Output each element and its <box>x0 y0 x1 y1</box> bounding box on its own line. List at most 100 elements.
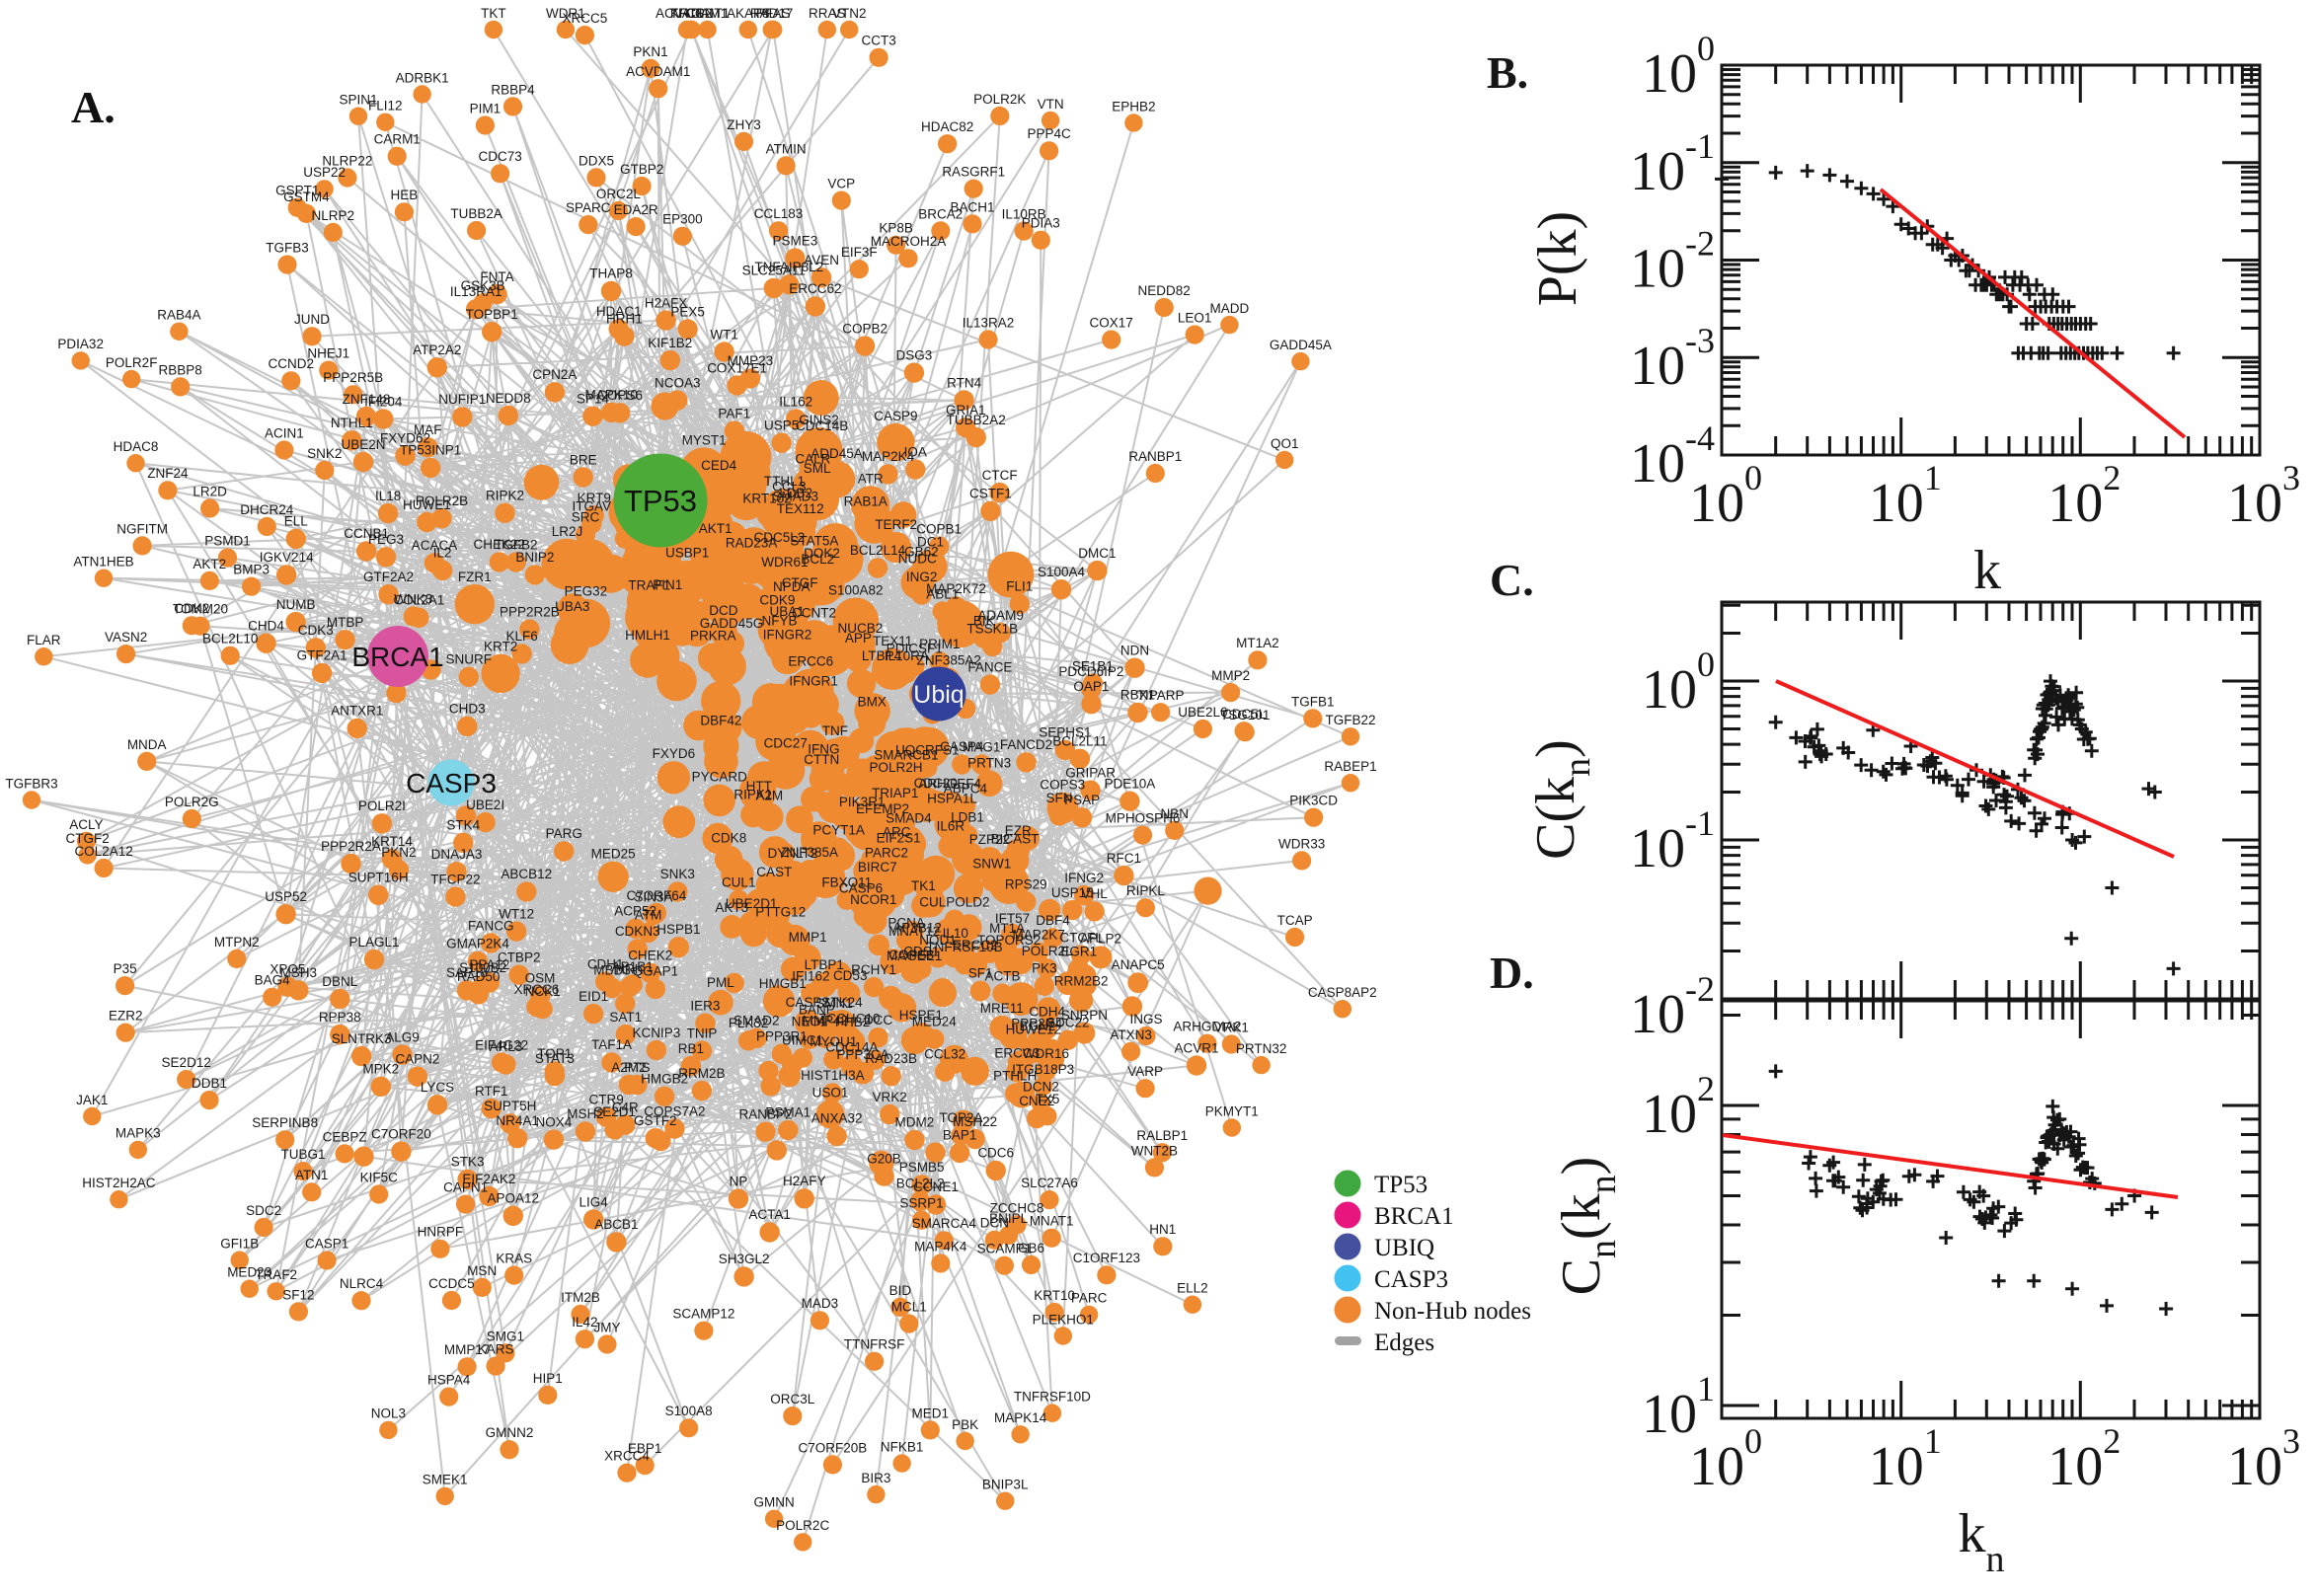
svg-text:PTHLH: PTHLH <box>993 1069 1037 1084</box>
svg-text:LR2J: LR2J <box>552 524 583 539</box>
svg-text:UBE2N: UBE2N <box>341 437 385 452</box>
svg-text:BRCA1: BRCA1 <box>1374 1203 1454 1230</box>
svg-text:IL10RB: IL10RB <box>1002 207 1046 222</box>
svg-text:PCNA: PCNA <box>888 916 925 931</box>
svg-text:AP3B12: AP3B12 <box>892 921 942 936</box>
svg-text:EIF3F: EIF3F <box>841 245 878 260</box>
svg-text:PZP22: PZP22 <box>969 832 1010 847</box>
svg-text:MT1A: MT1A <box>989 921 1025 936</box>
svg-text:UBE2D1: UBE2D1 <box>726 896 778 911</box>
svg-text:CDC5L: CDC5L <box>1222 707 1267 722</box>
svg-text:PARC2: PARC2 <box>865 845 908 860</box>
svg-text:SERPINB8: SERPINB8 <box>252 1115 318 1130</box>
svg-text:CDC20: CDC20 <box>914 776 958 791</box>
svg-text:NCOA3: NCOA3 <box>655 375 701 390</box>
svg-text:KRT10: KRT10 <box>1034 1288 1075 1303</box>
svg-text:VHL: VHL <box>1081 886 1108 901</box>
svg-text:TOPORS2: TOPORS2 <box>977 933 1041 948</box>
svg-text:GINS2: GINS2 <box>799 413 839 427</box>
svg-text:NPDA: NPDA <box>773 579 811 594</box>
svg-text:CDC73: CDC73 <box>478 149 521 164</box>
svg-text:TTNFRSF: TTNFRSF <box>844 1337 905 1352</box>
svg-text:MYOU1: MYOU1 <box>810 1034 857 1049</box>
svg-text:HSPA4: HSPA4 <box>427 1373 471 1388</box>
svg-text:TEX11: TEX11 <box>873 634 912 648</box>
svg-text:PRIM1: PRIM1 <box>919 637 960 651</box>
svg-text:BCL2L14: BCL2L14 <box>850 543 906 558</box>
svg-text:PEG32: PEG32 <box>565 584 608 599</box>
svg-text:PKMYT1: PKMYT1 <box>1205 1103 1259 1118</box>
svg-text:CCL3: CCL3 <box>772 480 807 494</box>
svg-text:RB1: RB1 <box>678 1041 704 1056</box>
svg-text:ACACA: ACACA <box>412 538 458 553</box>
svg-text:ZCCHC10: ZCCHC10 <box>818 1011 880 1026</box>
svg-text:DCN: DCN <box>980 1216 1009 1231</box>
svg-text:CNE2: CNE2 <box>1019 1094 1054 1108</box>
svg-text:ELL: ELL <box>284 514 309 529</box>
svg-text:KIF1B2: KIF1B2 <box>648 336 692 350</box>
svg-text:H2AFY: H2AFY <box>783 1174 826 1188</box>
svg-text:IL18: IL18 <box>375 489 401 503</box>
svg-text:NHEJ1: NHEJ1 <box>307 346 349 361</box>
svg-text:ERCC6: ERCC6 <box>788 654 833 669</box>
svg-text:HRK: HRK <box>615 962 644 977</box>
svg-text:TRAF1: TRAF1 <box>628 578 670 593</box>
svg-text:OAP1: OAP1 <box>1073 679 1109 694</box>
svg-text:SPIN1: SPIN1 <box>339 93 377 108</box>
svg-text:S100A4: S100A4 <box>1038 565 1086 579</box>
svg-text:POLR2F: POLR2F <box>106 355 158 370</box>
svg-text:NEDD82: NEDD82 <box>1138 283 1191 298</box>
svg-text:GADD45G: GADD45G <box>700 616 764 631</box>
svg-text:H2AFX: H2AFX <box>645 295 688 310</box>
svg-text:BCL2L2: BCL2L2 <box>896 1177 945 1191</box>
svg-text:ANAPC5: ANAPC5 <box>1112 957 1165 972</box>
svg-text:DDB1: DDB1 <box>192 1076 227 1091</box>
svg-text:BGN2: BGN2 <box>1020 1019 1056 1033</box>
svg-text:AKT3: AKT3 <box>715 900 748 915</box>
svg-text:EFEMP2: EFEMP2 <box>856 801 909 816</box>
svg-text:CASP2: CASP2 <box>786 995 829 1010</box>
svg-text:ABCB1: ABCB1 <box>594 1217 638 1232</box>
svg-text:PLEKHO1: PLEKHO1 <box>1033 1312 1094 1327</box>
svg-text:LIG4: LIG4 <box>579 1194 609 1209</box>
svg-text:A2M2: A2M2 <box>611 1060 646 1075</box>
svg-text:WT12: WT12 <box>499 906 534 921</box>
svg-text:MAP2K7: MAP2K7 <box>1012 928 1064 943</box>
svg-text:NP: NP <box>730 1174 748 1188</box>
svg-text:HTT: HTT <box>746 779 772 794</box>
svg-text:NCK1: NCK1 <box>525 984 561 999</box>
svg-text:UBE2L6: UBE2L6 <box>1178 705 1227 720</box>
svg-text:RTF1: RTF1 <box>475 1084 508 1099</box>
svg-text:NEDD8: NEDD8 <box>486 391 531 406</box>
svg-text:SF12: SF12 <box>282 1287 314 1302</box>
svg-text:PPP2R5B: PPP2R5B <box>323 370 383 385</box>
svg-text:CTCF: CTCF <box>982 468 1018 483</box>
svg-text:GMNN2: GMNN2 <box>486 1425 534 1440</box>
svg-text:USBP1: USBP1 <box>665 546 709 561</box>
svg-text:GRIPAR: GRIPAR <box>1065 766 1116 781</box>
svg-text:STAT5A: STAT5A <box>790 534 838 549</box>
svg-text:IL42: IL42 <box>572 1315 597 1330</box>
svg-text:HEB: HEB <box>391 188 419 202</box>
svg-text:A.: A. <box>71 82 116 132</box>
svg-text:KRT2: KRT2 <box>484 640 517 654</box>
svg-text:MAPK10: MAPK10 <box>585 388 638 403</box>
svg-text:CDC5L2: CDC5L2 <box>754 530 806 545</box>
svg-text:MPK2: MPK2 <box>362 1062 399 1077</box>
svg-text:HDAC82: HDAC82 <box>921 119 973 134</box>
svg-text:SDC22: SDC22 <box>1046 1016 1090 1030</box>
svg-text:NGFITM: NGFITM <box>116 521 168 536</box>
svg-text:BNIP2: BNIP2 <box>515 550 554 565</box>
svg-text:JAK1: JAK1 <box>76 1093 108 1107</box>
svg-text:CCNT2: CCNT2 <box>792 605 836 620</box>
svg-text:DC1: DC1 <box>917 535 944 550</box>
svg-text:XRCC4: XRCC4 <box>604 1449 650 1464</box>
svg-text:LTBP1: LTBP1 <box>805 957 844 972</box>
svg-text:PYCARD: PYCARD <box>692 770 748 785</box>
svg-text:B.: B. <box>1487 47 1528 98</box>
svg-text:ANTXR1: ANTXR1 <box>331 704 383 719</box>
svg-text:NUMB: NUMB <box>276 597 316 612</box>
svg-text:STK4: STK4 <box>446 818 480 833</box>
svg-text:NTHL1: NTHL1 <box>331 416 373 430</box>
svg-text:MNAT12: MNAT12 <box>888 924 940 939</box>
